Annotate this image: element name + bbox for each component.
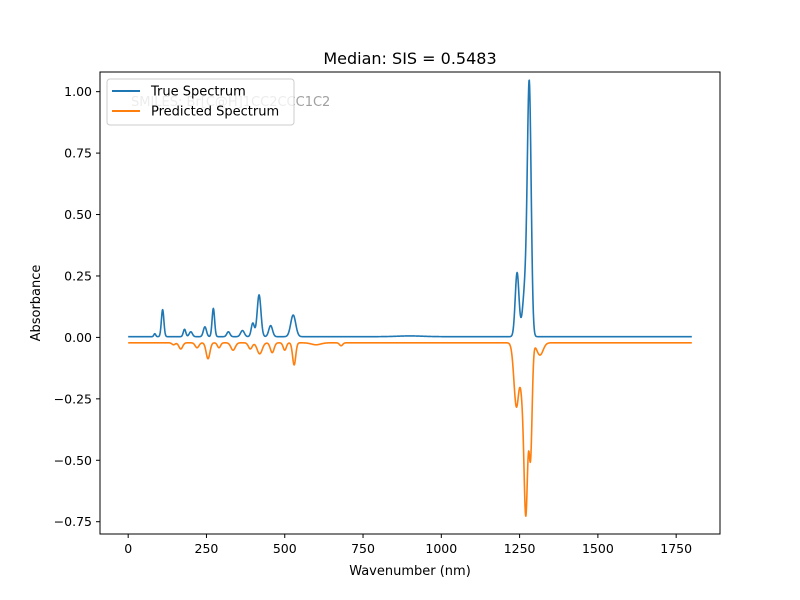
- x-tick-label: 0: [124, 541, 132, 556]
- y-tick-label: 0.75: [64, 146, 92, 161]
- y-axis: −0.75 −0.50 −0.25 0.00 0.25 0.50 0.75 1.00: [54, 84, 100, 529]
- x-tick-label: 1000: [425, 541, 457, 556]
- y-tick-label: −0.25: [54, 391, 92, 406]
- y-tick-label: −0.50: [54, 453, 92, 468]
- y-tick-label: 0.50: [64, 207, 92, 222]
- legend-entry-true: True Spectrum: [150, 85, 246, 100]
- x-tick-label: 750: [351, 541, 375, 556]
- y-axis-label: Absorbance: [29, 265, 44, 342]
- x-axis-label: Wavenumber (nm): [349, 564, 471, 579]
- x-tick-label: 1250: [504, 541, 536, 556]
- y-tick-label: 0.00: [64, 330, 92, 345]
- legend-entry-predicted: Predicted Spectrum: [151, 105, 279, 120]
- x-tick-label: 1500: [582, 541, 614, 556]
- x-tick-label: 500: [273, 541, 297, 556]
- y-tick-label: 1.00: [64, 84, 92, 99]
- y-tick-label: −0.75: [54, 514, 92, 529]
- legend-box: [106, 78, 295, 126]
- x-tick-label: 250: [195, 541, 219, 556]
- series-line-0: [127, 79, 693, 338]
- chart-title: Median: SIS = 0.5483: [323, 49, 496, 68]
- x-tick-label: 1750: [660, 541, 692, 556]
- plot-frame: [99, 71, 721, 535]
- y-tick-label: 0.25: [64, 268, 92, 283]
- x-axis: 0 250 500 750 1000 1250 1500 1750: [124, 534, 692, 556]
- plot-lines: [127, 79, 693, 517]
- series-line-1: [127, 342, 693, 517]
- legend: True Spectrum Predicted Spectrum: [106, 78, 295, 126]
